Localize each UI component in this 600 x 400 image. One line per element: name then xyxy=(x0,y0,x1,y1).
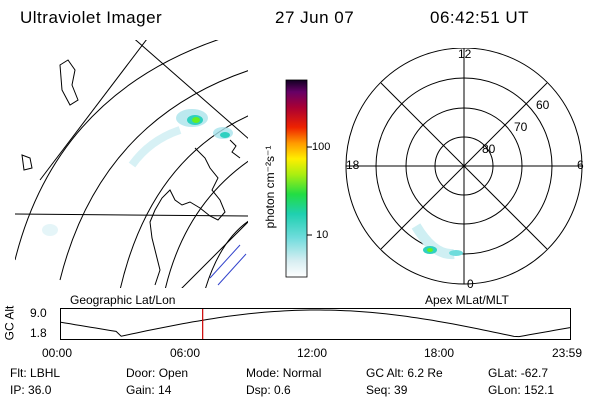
color-bar-gradient xyxy=(285,79,308,278)
orbit-altitude-curve xyxy=(60,309,571,338)
left-panel-caption: Geographic Lat/Lon xyxy=(70,293,176,307)
longitude-line xyxy=(181,221,248,288)
coastline xyxy=(149,147,226,286)
right-panel-caption: Apex MLat/MLT xyxy=(425,293,509,307)
mlt-label-6: 6 xyxy=(577,158,584,172)
status-mode: Mode: Normal xyxy=(246,366,322,380)
status-ip: IP: 36.0 xyxy=(10,383,52,397)
mlt-label-0: 0 xyxy=(467,277,474,291)
timeline-ytick-bottom: 1.8 xyxy=(30,326,47,340)
status-glat: GLat: -62.7 xyxy=(488,366,549,380)
longitude-line xyxy=(39,40,147,181)
polar-aurora-emission xyxy=(411,223,463,260)
timeline-xtick-0000: 00:00 xyxy=(42,346,73,360)
timeline-xtick-1800: 18:00 xyxy=(424,346,455,360)
longitude-line xyxy=(134,40,248,139)
latitude-arc xyxy=(205,220,248,288)
coastline xyxy=(59,59,79,106)
latitude-arc xyxy=(119,115,248,288)
time-label: 06:42:51 UT xyxy=(430,8,530,27)
terminator-line xyxy=(217,253,247,286)
lat-label-80: 80 xyxy=(482,142,496,156)
coastline xyxy=(229,139,241,159)
status-dsp: Dsp: 0.6 xyxy=(246,383,291,397)
status-seq: Seq: 39 xyxy=(366,383,408,397)
timeline-xtick-1200: 12:00 xyxy=(297,346,328,360)
longitude-line xyxy=(15,213,248,217)
timeline-xtick-0600: 06:00 xyxy=(170,346,201,360)
mlt-label-12: 12 xyxy=(458,47,472,61)
lat-label-70: 70 xyxy=(514,120,528,134)
colorbar-unit-label: photon cm⁻²s⁻¹ xyxy=(263,145,277,229)
status-door: Door: Open xyxy=(126,366,189,380)
timeline-ylabel: GC Alt xyxy=(2,305,17,341)
status-gc-alt: GC Alt: 6.2 Re xyxy=(366,366,443,380)
coastline xyxy=(21,154,33,171)
latitude-arc xyxy=(59,70,248,281)
date-label: 27 Jun 07 xyxy=(275,8,355,27)
status-glon: GLon: 152.1 xyxy=(488,383,555,397)
timeline-ytick-top: 9.0 xyxy=(30,306,47,320)
latitude-arc xyxy=(165,160,248,288)
colorbar-tick-100: 100 xyxy=(312,141,331,153)
instrument-title: Ultraviolet Imager xyxy=(20,8,163,27)
timeline-xtick-2359: 23:59 xyxy=(552,346,583,360)
aurora-emission xyxy=(42,109,233,236)
timeline-plot xyxy=(60,308,571,340)
color-bar xyxy=(285,79,312,278)
status-flt: Flt: LBHL xyxy=(10,366,61,380)
terminator-line xyxy=(209,244,241,279)
geographic-map xyxy=(15,40,248,288)
status-gain: Gain: 14 xyxy=(126,383,172,397)
colorbar-tick-10: 10 xyxy=(316,229,329,241)
polar-mlt-plot xyxy=(345,48,583,285)
mlt-label-18: 18 xyxy=(346,158,360,172)
lat-label-60: 60 xyxy=(536,98,550,112)
